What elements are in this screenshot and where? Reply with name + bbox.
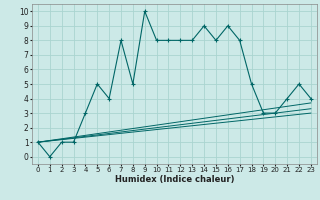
X-axis label: Humidex (Indice chaleur): Humidex (Indice chaleur) — [115, 175, 234, 184]
